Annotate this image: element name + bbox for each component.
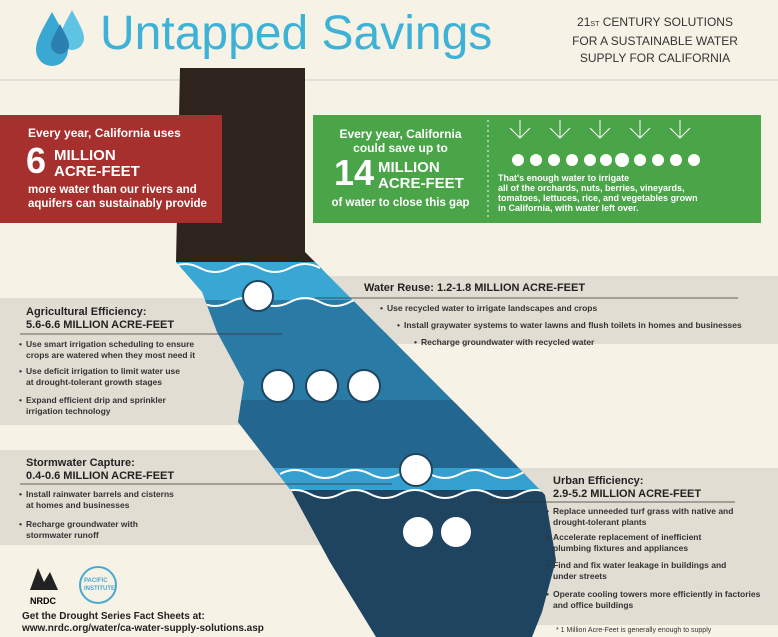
savings-note: That's enough water to irrigate xyxy=(498,173,630,183)
logo-nrdc: NRDC xyxy=(30,596,56,606)
title: Untapped Savings xyxy=(100,7,493,60)
savings-box xyxy=(313,115,761,223)
nrdc-mark xyxy=(30,568,58,590)
reuse-item: Recharge groundwater with recycled water xyxy=(414,337,594,348)
logo-pi: PACIFIC xyxy=(84,578,108,584)
urban-item: plumbing fixtures and appliances xyxy=(553,543,689,553)
savings-intro: Every year, California xyxy=(339,127,462,141)
reuse-title: Water Reuse: 1.2-1.8 MILLION ACRE-FEET xyxy=(364,282,586,294)
pointer-lines xyxy=(20,297,738,503)
logo-pi: INSTITUTE xyxy=(84,586,115,592)
urban-item: drought-tolerant plants xyxy=(553,517,647,527)
savings-note: tomatoes, lettuces, rice, and vegetables… xyxy=(498,193,698,203)
savings-unit: MILLION xyxy=(378,159,440,176)
storm-title: Stormwater Capture: xyxy=(26,457,135,469)
stormwater-item: stormwater runoff xyxy=(26,530,99,540)
savings-outro: of water to close this gap xyxy=(331,197,470,209)
urban-title: Urban Efficiency: xyxy=(553,475,644,487)
gap-box xyxy=(0,115,222,223)
subtitle-line: CENTURY SOLUTIONS xyxy=(602,15,733,29)
agricultural-item: Use smart irrigation scheduling to ensur… xyxy=(19,339,194,350)
solution-icons xyxy=(242,280,473,549)
savings-note: all of the orchards, nuts, berries, vine… xyxy=(498,183,685,193)
cta: Get the Drought Series Fact Sheets at: xyxy=(22,611,205,622)
savings-number: 14 xyxy=(334,152,375,193)
subtitle-number: 21 xyxy=(577,15,591,29)
agri-title: Agricultural Efficiency: xyxy=(26,306,147,318)
urban-item: Replace unneeded turf grass with native … xyxy=(546,506,733,517)
crop-icons xyxy=(512,153,700,167)
savings-intro: could save up to xyxy=(353,141,448,155)
urban-item: Accelerate replacement of inefficient xyxy=(546,532,701,543)
urban-item: under streets xyxy=(553,571,607,581)
urban-item: Find and fix water leakage in buildings … xyxy=(546,560,726,571)
footnote: * 1 Million Acre-Feet is generally enoug… xyxy=(556,627,712,634)
subtitle-suffix: ST xyxy=(590,21,600,28)
gap-text: aquifers can sustainably provide xyxy=(28,198,207,210)
gap-number: 6 xyxy=(26,140,47,181)
storm-amount: 0.4-0.6 MILLION ACRE-FEET xyxy=(26,470,175,482)
gap-unit: ACRE-FEET xyxy=(54,163,140,180)
reuse-item: Install graywater systems to water lawns… xyxy=(397,320,742,331)
savings-unit: ACRE-FEET xyxy=(378,175,464,192)
subtitle-line: SUPPLY FOR CALIFORNIA xyxy=(579,51,731,65)
drops-icon xyxy=(36,10,84,66)
url: www.nrdc.org/water/ca-water-supply-solut… xyxy=(22,623,264,634)
root-icons xyxy=(509,120,691,139)
urban-item: Operate cooling towers more efficiently … xyxy=(546,589,760,600)
stormwater-item: Recharge groundwater with xyxy=(19,519,138,530)
subtitle: 21ST CENTURY SOLUTIONS FOR A SUSTAINABLE… xyxy=(560,14,750,67)
agricultural-item: at drought-tolerant growth stages xyxy=(26,377,162,387)
agricultural-item: crops are watered when they most need it xyxy=(26,350,196,360)
urban-item: and office buildings xyxy=(553,600,634,610)
pacinst-mark xyxy=(79,566,117,604)
reuse-item: Use recycled water to irrigate landscape… xyxy=(380,303,597,314)
stormwater-item: Install rainwater barrels and cisterns xyxy=(19,489,174,500)
gap-intro: Every year, California uses xyxy=(28,126,181,140)
agricultural-item: irrigation technology xyxy=(26,406,111,416)
savings-note: in California, with water left over. xyxy=(498,203,639,213)
gap-unit: MILLION xyxy=(54,147,116,164)
agricultural-item: Use deficit irrigation to limit water us… xyxy=(19,366,180,377)
stormwater-item: at homes and businesses xyxy=(26,500,130,510)
agri-amount: 5.6-6.6 MILLION ACRE-FEET xyxy=(26,319,175,331)
subtitle-line: FOR A SUSTAINABLE WATER xyxy=(572,34,738,48)
gap-text: more water than our rivers and xyxy=(28,184,197,196)
agricultural-item: Expand efficient drip and sprinkler xyxy=(19,395,166,406)
urban-amount: 2.9-5.2 MILLION ACRE-FEET xyxy=(553,488,702,500)
